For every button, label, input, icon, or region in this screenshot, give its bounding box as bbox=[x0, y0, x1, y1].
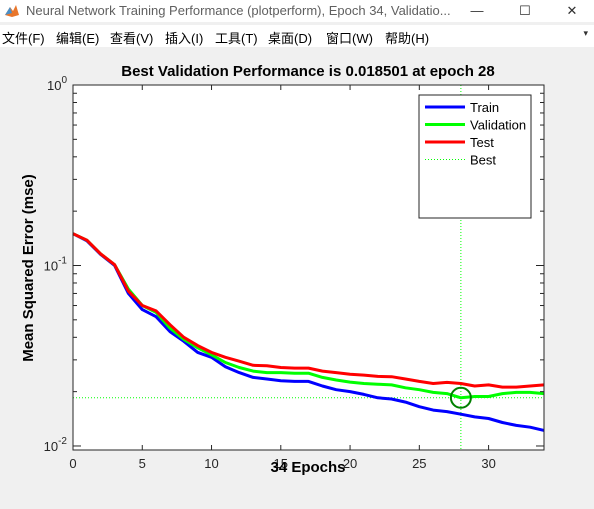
series-line-test bbox=[72, 232, 545, 389]
x-tick-label: 0 bbox=[69, 456, 76, 471]
legend-label: Test bbox=[470, 135, 494, 150]
series-line-train bbox=[72, 232, 545, 432]
minimize-button[interactable]: — bbox=[470, 3, 484, 18]
x-tick-label: 10 bbox=[204, 456, 218, 471]
plot-frame bbox=[72, 84, 545, 451]
data-lines bbox=[72, 232, 545, 432]
menu-edit[interactable]: 编辑(E) bbox=[56, 31, 100, 46]
legend-label: Train bbox=[470, 100, 499, 115]
y-axis: 10-2 10-1 100 bbox=[44, 75, 544, 454]
y-tick-label: 100 bbox=[47, 75, 67, 93]
window-title: Neural Network Training Performance (plo… bbox=[26, 3, 451, 18]
x-axis-label: 34 Epochs bbox=[270, 459, 345, 476]
legend-box bbox=[418, 94, 532, 219]
maximize-button[interactable]: ☐ bbox=[519, 3, 531, 18]
performance-chart: Best Validation Performance is 0.018501 … bbox=[20, 63, 545, 476]
x-tick-label: 5 bbox=[139, 456, 146, 471]
menu-window[interactable]: 窗口(W) bbox=[326, 31, 373, 46]
menu-bar: 文件(F) 编辑(E) 查看(V) 插入(I) 工具(T) 桌面(D) 窗口(W… bbox=[0, 25, 594, 47]
chart-title: Best Validation Performance is 0.018501 … bbox=[121, 63, 495, 80]
x-axis: 0 5 10 15 20 25 30 bbox=[69, 85, 496, 471]
title-bar: Neural Network Training Performance (plo… bbox=[0, 0, 594, 22]
menu-overflow-icon[interactable]: ▾ bbox=[583, 28, 588, 38]
y-axis-label: Mean Squared Error (mse) bbox=[20, 174, 37, 362]
x-tick-label: 15 bbox=[274, 456, 288, 471]
menu-help[interactable]: 帮助(H) bbox=[385, 31, 430, 46]
figure-area: Best Validation Performance is 0.018501 … bbox=[0, 50, 594, 504]
menu-view[interactable]: 查看(V) bbox=[110, 31, 154, 46]
y-tick-label: 10-1 bbox=[44, 255, 68, 273]
x-tick-label: 30 bbox=[481, 456, 495, 471]
legend: Train Validation Test Best bbox=[418, 94, 532, 219]
x-tick-label: 25 bbox=[412, 456, 426, 471]
best-point-marker bbox=[449, 386, 472, 409]
menu-tools[interactable]: 工具(T) bbox=[215, 31, 258, 46]
menu-file[interactable]: 文件(F) bbox=[2, 31, 45, 46]
menu-desktop[interactable]: 桌面(D) bbox=[268, 31, 313, 46]
x-tick-label: 20 bbox=[343, 456, 357, 471]
y-tick-label: 10-2 bbox=[44, 436, 68, 454]
menu-insert[interactable]: 插入(I) bbox=[165, 31, 204, 46]
matlab-icon bbox=[5, 5, 19, 17]
legend-label: Validation bbox=[470, 118, 526, 133]
legend-label: Best bbox=[470, 153, 496, 168]
close-button[interactable]: ✕ bbox=[566, 3, 578, 18]
